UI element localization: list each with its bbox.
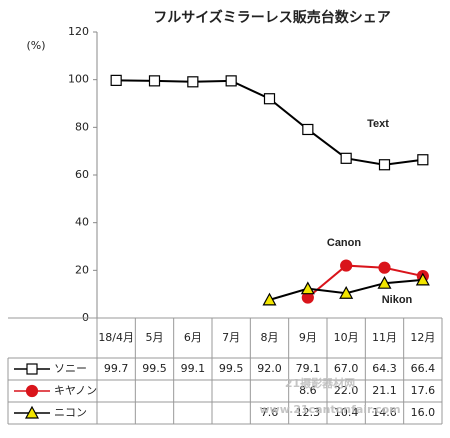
point <box>339 285 354 299</box>
x-tick-label: 6月 <box>184 331 202 344</box>
table-value: 21.1 <box>372 384 397 397</box>
table-value: 99.7 <box>104 362 129 375</box>
table-value: 8.6 <box>299 384 317 397</box>
series-line <box>307 264 424 299</box>
y-tick-label: 100 <box>68 73 89 86</box>
x-tick-label: 12月 <box>410 331 435 344</box>
table-value: 99.5 <box>219 362 244 375</box>
y-tick-label: 80 <box>75 120 89 133</box>
legend-marker <box>24 405 40 419</box>
table-value: 67.0 <box>334 362 359 375</box>
table-value: 7.6 <box>261 406 279 419</box>
table-value: 99.5 <box>142 362 167 375</box>
table-value: 66.4 <box>411 362 436 375</box>
y-tick-label: 20 <box>75 263 89 276</box>
point <box>225 75 237 87</box>
point <box>378 261 391 274</box>
point <box>263 93 276 105</box>
point <box>302 123 314 136</box>
point <box>378 159 391 171</box>
y-tick-label: 40 <box>75 216 89 229</box>
point <box>377 275 392 289</box>
x-tick-label: 10月 <box>334 331 359 344</box>
point <box>340 152 352 164</box>
y-axis-label: (%) <box>26 39 45 52</box>
table-value: 79.1 <box>296 362 321 375</box>
chart-title: フルサイズミラーレス販売台数シェア <box>153 9 391 26</box>
annotation: Nikon <box>382 294 413 306</box>
legend-label: ソニー <box>54 362 87 375</box>
annotation: Canon <box>327 237 362 249</box>
watermark: 21摄影器材网 <box>285 376 355 390</box>
watermark: www.21cantonfair.com <box>259 403 400 416</box>
annotation: Text <box>367 118 389 130</box>
legend-marker <box>25 384 39 398</box>
point <box>187 76 199 88</box>
x-tick-label: 8月 <box>261 331 279 344</box>
point <box>340 259 353 272</box>
point <box>300 281 315 295</box>
point <box>415 272 430 286</box>
table-value: 17.6 <box>411 384 436 397</box>
legend-label: ニコン <box>54 406 87 419</box>
legend-label: キヤノン <box>54 384 97 397</box>
x-tick-label: 5月 <box>146 331 164 344</box>
table-value: 92.0 <box>257 362 282 375</box>
x-tick-label: 9月 <box>299 331 317 344</box>
point <box>417 154 429 166</box>
table-value: 64.3 <box>372 362 397 375</box>
x-tick-label: 18/4月 <box>98 331 134 344</box>
point <box>148 75 161 87</box>
point <box>262 292 277 306</box>
point <box>110 74 122 86</box>
table-value: 14.6 <box>372 406 397 419</box>
x-tick-label: 11月 <box>372 331 397 344</box>
y-tick-label: 120 <box>68 25 89 38</box>
table-value: 99.1 <box>181 362 206 375</box>
x-tick-label: 7月 <box>222 331 240 344</box>
table-value: 22.0 <box>334 384 359 397</box>
y-tick-label: 60 <box>75 168 89 181</box>
table-value: 16.0 <box>411 406 436 419</box>
legend-marker <box>26 363 38 375</box>
table-value: 12.3 <box>296 406 321 419</box>
table-value: 10.4 <box>334 406 359 419</box>
